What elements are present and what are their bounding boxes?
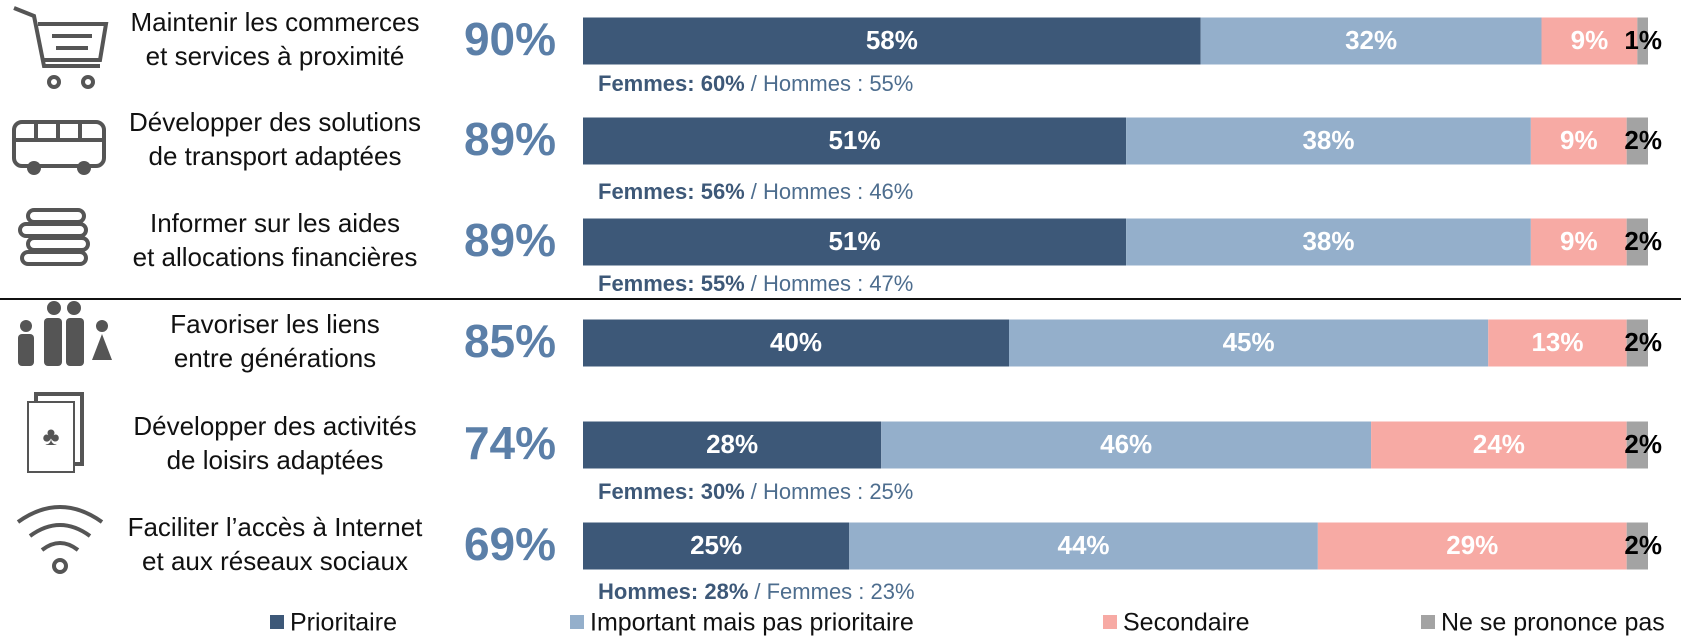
bar-segment [583,319,1009,367]
bar-segment [1317,522,1627,570]
value-label: 2% [1624,125,1662,155]
value-label: 29% [1446,530,1498,560]
bar-segment [881,421,1372,469]
value-label: 9% [1571,25,1609,55]
icon-cards: ♣ [27,392,84,473]
note-rest: / Hommes : 55% [751,71,914,96]
legend-label: Important mais pas prioritaire [590,609,914,637]
value-label: 1% [1624,25,1662,55]
bar-segment [583,117,1127,165]
bar-segment [1626,117,1648,165]
icon-family [18,301,112,366]
total-label: 74% [464,417,556,469]
value-label: 38% [1302,226,1354,256]
note: Femmes: 56% / Hommes : 46% [598,179,913,204]
total-label: 85% [464,315,556,367]
value-label: 40% [770,327,822,357]
legend-swatch [1421,615,1435,629]
note: Femmes: 30% / Hommes : 25% [598,479,913,504]
value-label: 44% [1058,530,1110,560]
note-rest: / Hommes : 25% [751,479,914,504]
icon-wifi [16,505,104,574]
note: Hommes: 28% / Femmes : 23% [598,579,915,604]
bar-segment [1371,421,1627,469]
category-label: et services à proximité [146,41,405,71]
category-label: Favoriser les liens [170,309,380,339]
total-label: 90% [464,13,556,65]
note-rest: / Femmes : 23% [754,579,914,604]
legend-label: Ne se prononce pas [1441,609,1665,637]
bar-segment [1626,421,1648,469]
bar-segment [1626,522,1648,570]
note-bold: Femmes: 56% [598,179,745,204]
total-label: 69% [464,518,556,570]
bar-segment [1009,319,1489,367]
bar-segment [583,218,1127,266]
note-rest: / Hommes : 46% [751,179,914,204]
value-label: 58% [866,25,918,55]
note-bold: Hommes: 28% [598,579,748,604]
bar-segment [1126,117,1531,165]
value-label: 51% [829,226,881,256]
value-label: 28% [706,429,758,459]
value-label: 24% [1473,429,1525,459]
value-label: 9% [1560,125,1598,155]
value-label: 2% [1624,327,1662,357]
value-label: 38% [1302,125,1354,155]
value-label: 2% [1624,226,1662,256]
bar-segment [1541,17,1638,65]
note: Femmes: 55% / Hommes : 47% [598,271,913,296]
category-label: Informer sur les aides [150,208,400,238]
category-label: de loisirs adaptées [167,445,384,475]
icon-bus [12,120,106,175]
bar-segment [1126,218,1531,266]
icon-coins [18,208,90,266]
value-label: 46% [1100,429,1152,459]
note-bold: Femmes: 30% [598,479,745,504]
bar-segment [1200,17,1542,65]
legend-swatch [1103,615,1117,629]
category-label: Développer des activités [133,411,416,441]
icon-cart [13,6,109,89]
value-label: 25% [690,530,742,560]
value-label: 13% [1531,327,1583,357]
value-label: 2% [1624,429,1662,459]
note: Femmes: 60% / Hommes : 55% [598,71,913,96]
category-label: et aux réseaux sociaux [142,546,408,576]
bar-segment [1530,218,1627,266]
value-label: 51% [829,125,881,155]
category-label: et allocations financières [133,242,418,272]
legend-swatch [570,615,584,629]
bar-segment [583,421,882,469]
value-label: 2% [1624,530,1662,560]
bar-segment [849,522,1318,570]
bar-segment [1626,319,1648,367]
value-label: 45% [1223,327,1275,357]
value-label: 32% [1345,25,1397,55]
bar-segment [1530,117,1627,165]
bar-segment [583,522,850,570]
bar-segment [583,17,1201,65]
note-bold: Femmes: 55% [598,271,745,296]
category-label: Faciliter l’accès à Internet [128,512,424,542]
total-label: 89% [464,214,556,266]
total-label: 89% [464,113,556,165]
legend-swatch [270,615,284,629]
legend-label: Secondaire [1123,609,1249,637]
category-label: de transport adaptées [149,141,402,171]
legend-label: Prioritaire [290,609,397,637]
category-label: entre générations [174,343,376,373]
bar-segment [1488,319,1627,367]
category-label: Développer des solutions [129,107,421,137]
bar-segment [1626,218,1648,266]
note-bold: Femmes: 60% [598,71,745,96]
category-label: Maintenir les commerces [131,7,420,37]
note-rest: / Hommes : 47% [751,271,914,296]
svg-text:♣: ♣ [42,421,59,451]
bar-segment [1637,17,1648,65]
value-label: 9% [1560,226,1598,256]
